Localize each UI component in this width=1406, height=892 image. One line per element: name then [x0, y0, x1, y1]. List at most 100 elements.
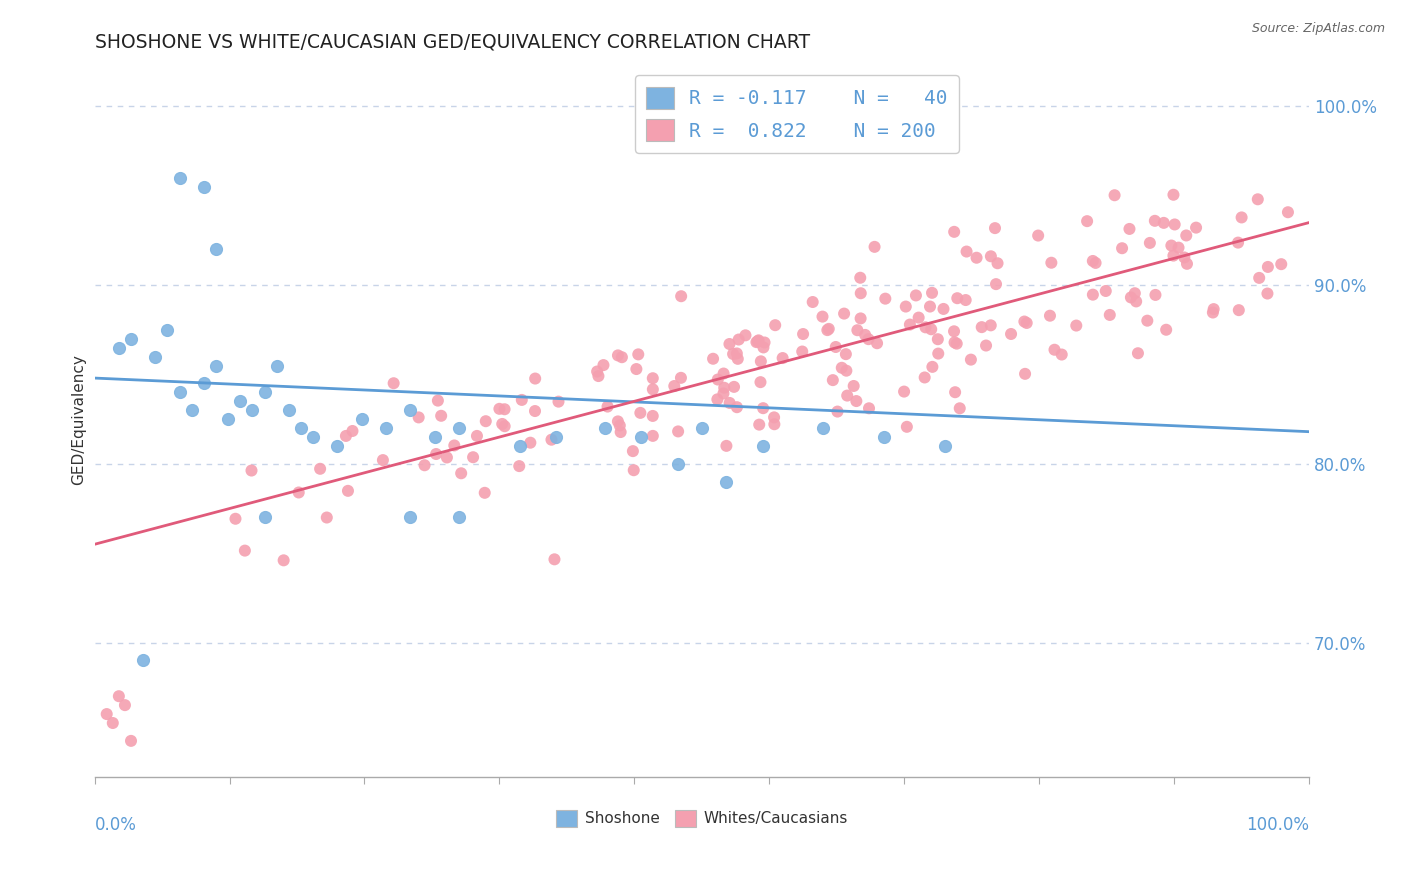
Point — [914, 320, 936, 334]
Point — [96, 707, 118, 722]
Point — [508, 459, 530, 474]
Point — [763, 417, 786, 432]
Point — [101, 716, 124, 731]
Point — [749, 354, 772, 368]
Point — [734, 328, 756, 343]
Point — [1257, 260, 1279, 274]
Point — [156, 323, 179, 337]
Point — [540, 433, 562, 447]
Point — [592, 358, 614, 372]
Point — [627, 347, 650, 361]
Point — [609, 418, 631, 433]
Point — [519, 435, 541, 450]
Point — [205, 243, 228, 257]
Point — [491, 417, 513, 431]
Point — [253, 510, 276, 524]
Point — [488, 401, 510, 416]
Point — [1154, 323, 1177, 337]
Point — [727, 351, 749, 366]
Point — [1230, 211, 1253, 225]
Point — [1270, 257, 1292, 271]
Point — [1227, 235, 1250, 250]
Point — [475, 414, 498, 428]
Point — [371, 453, 394, 467]
Point — [943, 335, 966, 350]
Point — [754, 335, 776, 350]
Point — [873, 430, 896, 444]
Point — [1126, 346, 1149, 360]
Point — [447, 510, 470, 524]
Point — [315, 510, 337, 524]
Point — [669, 371, 692, 385]
Point — [946, 291, 969, 305]
Point — [143, 350, 166, 364]
Point — [626, 362, 648, 376]
Point — [1163, 218, 1185, 232]
Point — [193, 376, 215, 391]
Point — [1118, 222, 1140, 236]
Point — [748, 334, 770, 348]
Point — [621, 444, 644, 458]
Point — [896, 419, 918, 434]
Point — [132, 653, 155, 667]
Point — [904, 288, 927, 302]
Point — [596, 400, 619, 414]
Point — [277, 403, 299, 417]
Point — [763, 410, 786, 425]
Point — [914, 370, 936, 384]
Point — [588, 369, 610, 384]
Point — [1014, 314, 1036, 328]
Point — [509, 439, 531, 453]
Point — [1153, 216, 1175, 230]
Point — [193, 179, 215, 194]
Point — [1064, 318, 1087, 333]
Point — [1175, 228, 1198, 243]
Point — [1119, 290, 1142, 304]
Point — [837, 388, 859, 402]
Text: 0.0%: 0.0% — [94, 816, 136, 834]
Point — [745, 335, 768, 350]
Point — [974, 338, 997, 352]
Point — [593, 421, 616, 435]
Point — [120, 332, 142, 346]
Point — [842, 379, 865, 393]
Text: 100.0%: 100.0% — [1246, 816, 1309, 834]
Point — [821, 373, 844, 387]
Point — [1143, 214, 1166, 228]
Point — [752, 340, 775, 354]
Point — [450, 467, 472, 481]
Point — [949, 401, 972, 416]
Point — [858, 332, 880, 346]
Point — [763, 318, 786, 333]
Point — [706, 392, 728, 407]
Point — [1202, 302, 1225, 317]
Point — [666, 425, 689, 439]
Point — [984, 221, 1007, 235]
Point — [824, 340, 846, 354]
Point — [831, 360, 853, 375]
Point — [630, 430, 652, 444]
Point — [546, 430, 568, 444]
Point — [718, 337, 741, 351]
Point — [242, 403, 264, 417]
Point — [1123, 286, 1146, 301]
Point — [205, 359, 228, 373]
Point — [607, 348, 630, 362]
Point — [399, 510, 422, 524]
Point — [1014, 367, 1036, 381]
Point — [1175, 257, 1198, 271]
Point — [893, 384, 915, 399]
Point — [751, 439, 773, 453]
Point — [858, 401, 880, 416]
Point — [727, 333, 749, 347]
Point — [669, 289, 692, 303]
Point — [752, 401, 775, 416]
Point — [898, 318, 921, 332]
Point — [623, 463, 645, 477]
Point — [920, 322, 942, 336]
Point — [894, 300, 917, 314]
Point — [253, 385, 276, 400]
Point — [1277, 205, 1299, 219]
Point — [980, 318, 1002, 333]
Y-axis label: GED/Equivalency: GED/Equivalency — [72, 354, 86, 484]
